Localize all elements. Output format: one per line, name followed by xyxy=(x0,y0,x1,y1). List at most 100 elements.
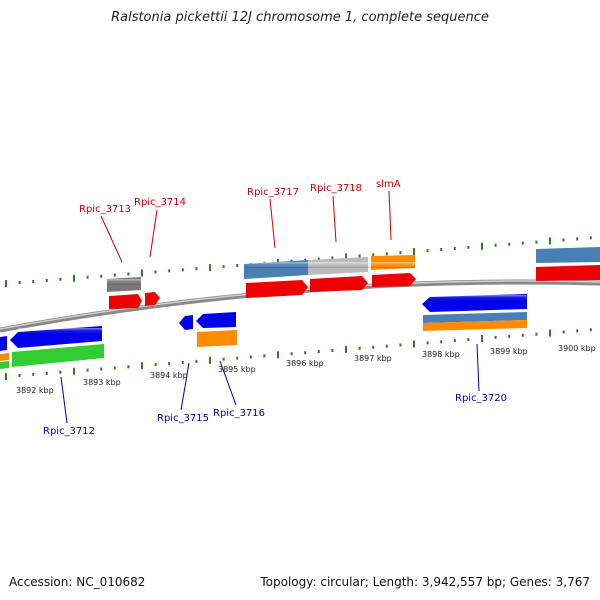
accession-text: Accession: NC_010682 xyxy=(9,575,146,589)
gene-label-rpic-3714[interactable]: Rpic_3714 xyxy=(134,197,186,208)
gene-feature[interactable] xyxy=(246,280,308,298)
scale-tick xyxy=(317,350,320,354)
scale-tick xyxy=(385,252,388,256)
gene-label-rpic-3720[interactable]: Rpic_3720 xyxy=(455,393,507,404)
gene-label-rpic-3718[interactable]: Rpic_3718 xyxy=(310,183,362,194)
scale-tick xyxy=(345,253,347,261)
gene-feature[interactable] xyxy=(371,255,415,270)
scale-tick xyxy=(141,269,143,277)
scale-tick xyxy=(59,370,62,374)
scale-label: 3896 kbp xyxy=(286,359,324,368)
scale-tick xyxy=(576,237,579,241)
gene-feature[interactable] xyxy=(197,330,237,347)
scale-label: 3899 kbp xyxy=(490,347,528,356)
gene-feature[interactable] xyxy=(244,260,308,279)
gene-feature[interactable] xyxy=(422,294,527,312)
scale-tick xyxy=(481,242,483,250)
gene-feature[interactable] xyxy=(0,353,9,361)
scale-tick xyxy=(154,270,157,274)
gene-feature[interactable] xyxy=(536,265,600,281)
gene-feature[interactable] xyxy=(10,326,102,348)
scale-tick xyxy=(521,241,524,245)
gene-feature[interactable] xyxy=(145,292,160,306)
topology-summary: Topology: circular; Length: 3,942,557 bp… xyxy=(260,575,590,589)
gene-feature[interactable] xyxy=(196,312,236,328)
scale-tick xyxy=(549,329,551,337)
scale-tick xyxy=(549,237,551,245)
bottom-leader-lines xyxy=(60,343,480,424)
scale-tick xyxy=(154,363,157,367)
scale-tick xyxy=(372,253,375,257)
scale-tick xyxy=(181,268,184,272)
gene-label-slma[interactable]: slmA xyxy=(376,179,401,190)
scale-tick xyxy=(222,357,225,361)
gene-feature[interactable] xyxy=(423,320,527,331)
gene-feature[interactable] xyxy=(423,312,527,323)
gene-label-rpic-3717[interactable]: Rpic_3717 xyxy=(247,187,299,198)
scale-tick xyxy=(236,264,239,267)
scale-tick xyxy=(399,343,402,347)
scale-tick xyxy=(426,341,429,345)
scale-tick xyxy=(562,238,565,242)
chart-title: Ralstonia pickettii 12J chromosome 1, co… xyxy=(111,10,489,25)
gene-feature[interactable] xyxy=(372,273,416,287)
gene-label-rpic-3713[interactable]: Rpic_3713 xyxy=(79,204,131,215)
scale-labels: 3892 kbp 3893 kbp 3894 kbp 3895 kbp 3896… xyxy=(16,344,596,395)
scale-tick xyxy=(100,367,103,371)
scale-tick xyxy=(535,332,538,336)
scale-tick xyxy=(508,242,511,246)
scale-tick xyxy=(168,269,171,273)
top-leader-lines xyxy=(100,190,392,263)
scale-tick xyxy=(440,340,443,344)
scale-tick xyxy=(399,251,402,255)
scale-tick xyxy=(576,329,579,333)
scale-tick xyxy=(127,272,130,276)
scale-ticks-bottom xyxy=(5,328,592,381)
scale-tick xyxy=(5,280,7,288)
scale-tick xyxy=(521,333,524,337)
gene-feature[interactable] xyxy=(308,257,368,275)
scale-tick xyxy=(440,248,443,251)
scale-tick xyxy=(209,264,211,272)
scale-tick xyxy=(113,273,116,277)
scale-tick xyxy=(45,278,48,282)
scale-tick xyxy=(127,365,130,369)
scale-tick xyxy=(494,335,497,339)
gene-feature[interactable] xyxy=(12,344,104,367)
gene-label-rpic-3715[interactable]: Rpic_3715 xyxy=(157,413,209,424)
scale-tick xyxy=(168,362,171,365)
gene-label-rpic-3712[interactable]: Rpic_3712 xyxy=(43,426,95,437)
scale-tick xyxy=(181,361,184,364)
scale-label: 3900 kbp xyxy=(558,344,596,353)
gene-feature[interactable] xyxy=(107,277,141,292)
scale-tick xyxy=(494,243,497,247)
scale-tick xyxy=(290,352,293,356)
gene-label-rpic-3716[interactable]: Rpic_3716 xyxy=(213,408,265,419)
gene-feature[interactable] xyxy=(0,361,9,369)
scale-tick xyxy=(5,373,7,381)
gene-feature[interactable] xyxy=(109,294,142,309)
scale-tick xyxy=(73,274,75,282)
gene-feature[interactable] xyxy=(0,336,7,351)
scale-tick xyxy=(358,254,361,258)
scale-tick xyxy=(589,236,592,240)
scale-tick xyxy=(331,256,334,260)
scale-tick xyxy=(535,240,538,244)
scale-label: 3892 kbp xyxy=(16,386,54,395)
scale-tick xyxy=(426,249,429,253)
scale-tick xyxy=(562,330,565,334)
scale-tick xyxy=(45,371,48,375)
scale-tick xyxy=(277,351,279,359)
gene-feature[interactable] xyxy=(179,315,193,330)
scale-tick xyxy=(222,265,225,269)
scale-tick xyxy=(86,368,89,372)
scale-tick xyxy=(481,335,483,342)
scale-tick xyxy=(18,281,21,284)
scale-label: 3893 kbp xyxy=(83,378,121,387)
gene-feature[interactable] xyxy=(536,247,600,263)
scale-tick xyxy=(86,275,89,279)
scale-label: 3897 kbp xyxy=(354,354,392,363)
gene-feature[interactable] xyxy=(310,276,368,292)
scale-tick xyxy=(317,257,320,261)
